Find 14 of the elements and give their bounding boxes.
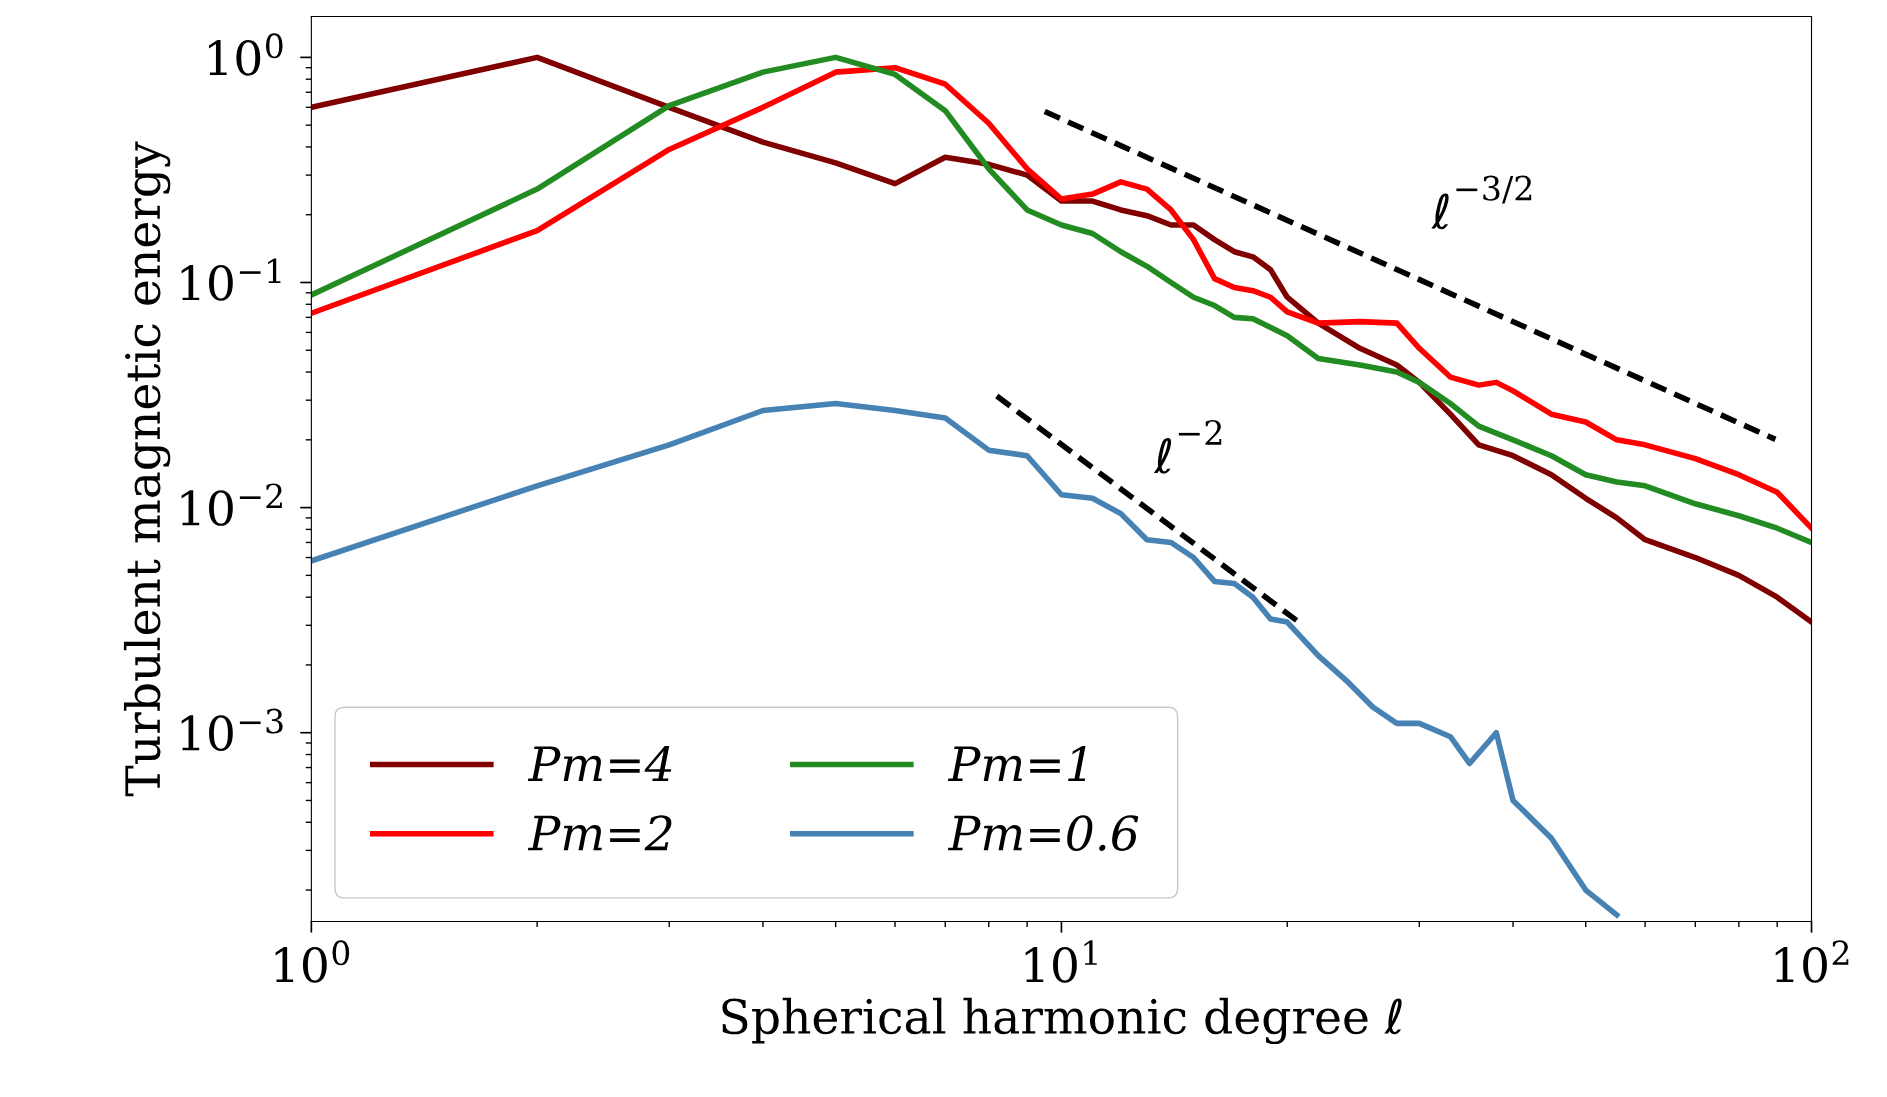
y-tick-label: 10$^{−1}$ (181, 258, 281, 301)
x-tick-label: 10$^{0}$ (275, 940, 350, 983)
y-tick-label: 10$^{−3}$ (181, 708, 283, 751)
legend-label: Pm=4 (527, 745, 672, 781)
x-tick-label: 10$^{1}$ (1025, 940, 1097, 983)
legend-label: Pm=0.6 (947, 815, 1139, 851)
y-tick-label: 10$^{−2}$ (181, 483, 282, 526)
legend-label: Pm=1 (947, 745, 1086, 781)
legend-label: Pm=2 (527, 815, 672, 851)
annotation: ℓ−2 (1153, 419, 1222, 474)
x-axis-title: Spherical harmonic degree ℓ (722, 997, 1402, 1045)
y-axis-title: Turbulent magnetic energy (123, 141, 171, 797)
y-tick-label: 10$^{0}$ (209, 33, 283, 76)
x-tick-label: 10$^{2}$ (1775, 940, 1849, 983)
